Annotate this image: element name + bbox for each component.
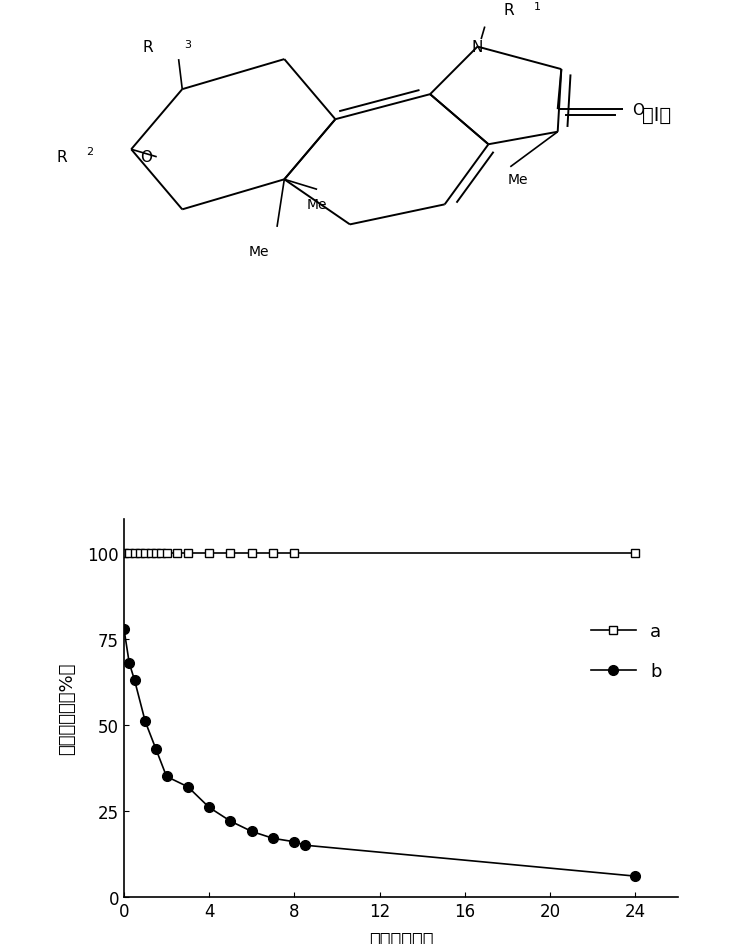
Text: Me: Me: [307, 197, 327, 211]
Text: 1: 1: [534, 2, 541, 11]
X-axis label: 时间（小时）: 时间（小时）: [369, 931, 433, 944]
Text: R: R: [57, 150, 67, 165]
Text: R: R: [503, 3, 514, 18]
Text: N: N: [472, 40, 483, 55]
Y-axis label: 残余化合物（%）: 残余化合物（%）: [58, 662, 77, 754]
Text: Me: Me: [507, 173, 528, 187]
Text: O: O: [632, 103, 644, 118]
Legend: a, b: a, b: [583, 615, 669, 687]
Text: Me: Me: [249, 245, 269, 260]
Text: R: R: [142, 40, 153, 55]
Text: （I）: （I）: [642, 106, 671, 125]
Text: 2: 2: [86, 146, 93, 157]
Text: O: O: [140, 150, 152, 165]
Text: 3: 3: [184, 40, 191, 50]
